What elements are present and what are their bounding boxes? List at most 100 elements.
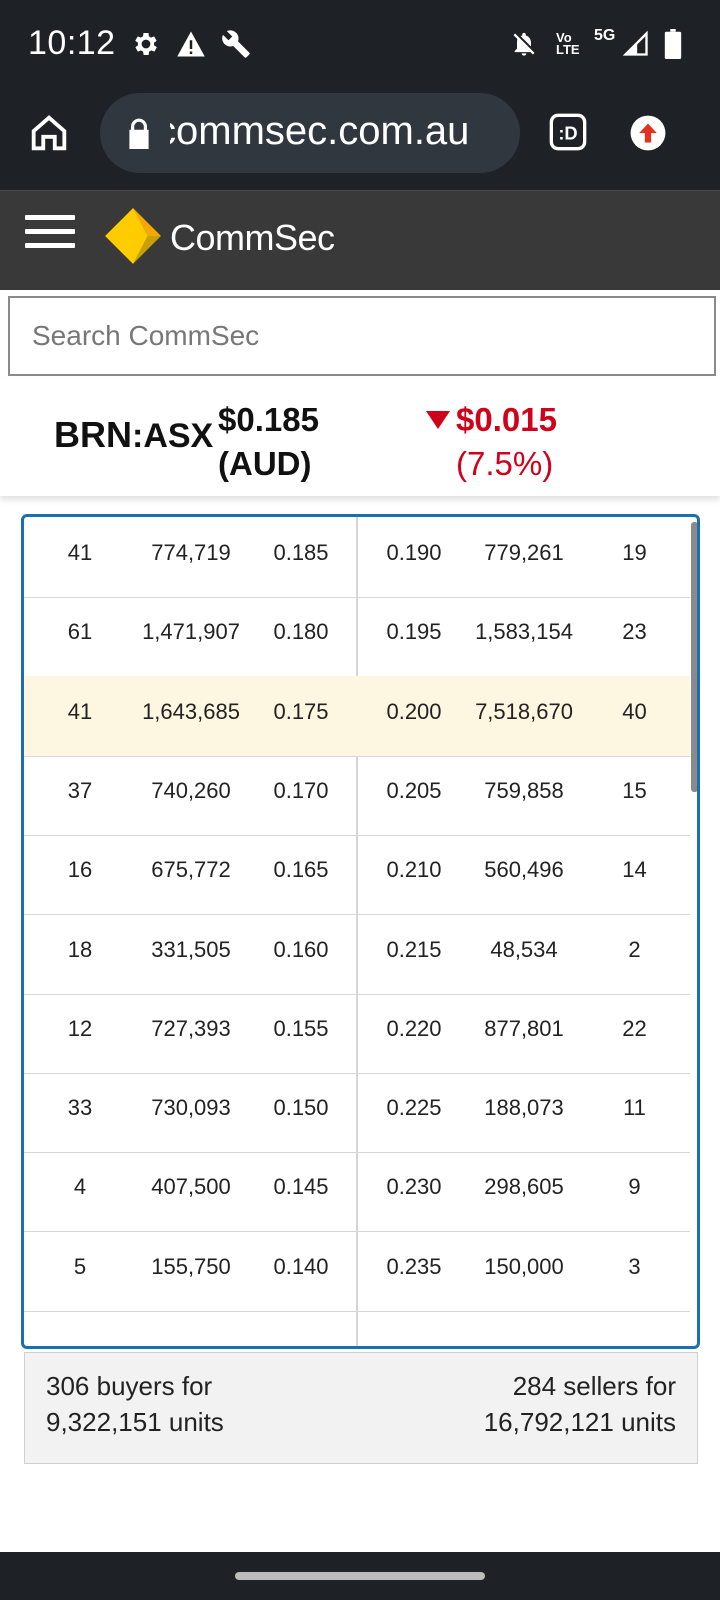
buyers-units: 9,322,151 units — [46, 1407, 224, 1437]
bid-price: 0.140 — [273, 1253, 329, 1279]
sell-volume: 48,534 — [490, 936, 558, 962]
update-icon[interactable] — [629, 114, 667, 152]
ticker-symbol: BRN:ASX — [54, 414, 213, 456]
bid-price: 0.170 — [273, 777, 329, 803]
ask-price: 0.215 — [386, 936, 442, 962]
sell-volume: 877,801 — [484, 1015, 564, 1041]
buyer-count: 37 — [67, 777, 93, 803]
status-time: 10:12 — [28, 24, 116, 62]
buyers-count: 306 buyers for — [46, 1371, 213, 1401]
ask-price: 0.195 — [386, 619, 442, 645]
table-scrollbar[interactable] — [691, 522, 697, 792]
ask-price: 0.205 — [386, 777, 442, 803]
ticker-exchange: :ASX — [132, 417, 214, 455]
change-amount: $0.015 — [456, 401, 557, 438]
search-box[interactable] — [8, 296, 716, 376]
ask-price: 0.190 — [386, 540, 442, 565]
sell-volume: 779,261 — [484, 540, 564, 565]
signal-icon — [620, 28, 652, 60]
seller-count: 40 — [622, 698, 647, 724]
seller-count: 23 — [622, 619, 647, 645]
home-gesture-handle[interactable] — [235, 1572, 485, 1580]
browser-toolbar: commsec.com.au :D — [0, 90, 720, 190]
gear-icon — [130, 28, 162, 60]
bid-price: 0.145 — [273, 1174, 329, 1200]
svg-text::D: :D — [558, 123, 577, 144]
tab-switcher-icon[interactable]: :D — [548, 112, 588, 152]
buy-volume: 155,750 — [151, 1253, 231, 1279]
buyer-count: 4 — [73, 1174, 87, 1200]
depth-row: 33 730,093 0.150 0.225 188,073 11 — [24, 1072, 690, 1154]
bid-price: 0.150 — [273, 1095, 329, 1121]
bid-price: 0.155 — [273, 1015, 329, 1041]
wrench-icon — [220, 28, 252, 60]
depth-row: 18 331,505 0.160 0.215 48,534 2 — [24, 914, 690, 995]
buy-volume: 1,471,907 — [142, 619, 240, 645]
seller-count: 11 — [623, 1095, 646, 1121]
sell-volume: 560,496 — [484, 857, 564, 883]
volte-icon: Vo LTE — [556, 31, 580, 57]
seller-count: 3 — [628, 1253, 641, 1279]
address-bar[interactable]: commsec.com.au — [100, 93, 520, 173]
commsec-logo[interactable] — [102, 205, 164, 267]
sellers-summary: 284 sellers for 16,792,121 units — [484, 1368, 676, 1440]
bid-price: 0.185 — [273, 540, 329, 565]
column-divider — [356, 517, 358, 1346]
status-bar: 10:12 Vo LTE 5G — [0, 0, 720, 90]
menu-icon[interactable] — [25, 215, 75, 249]
buyers-summary: 306 buyers for 9,322,151 units — [46, 1368, 224, 1440]
quote-header: BRN:ASX $0.185 (AUD) $0.015 (7.5%) — [0, 378, 720, 496]
seller-count: 9 — [628, 1174, 641, 1200]
home-icon[interactable] — [26, 110, 72, 156]
bid-price: 0.165 — [273, 857, 329, 883]
depth-row: 4 407,500 0.145 0.230 298,605 9 — [24, 1151, 690, 1233]
depth-row: 37 740,260 0.170 0.205 759,858 15 — [24, 755, 690, 836]
last-price: $0.185 (AUD) — [218, 398, 319, 486]
sell-volume: 150,000 — [484, 1253, 564, 1279]
sellers-count: 284 sellers for — [512, 1371, 676, 1401]
url-value: commsec.com.au — [170, 109, 470, 153]
notifications-off-icon — [508, 28, 540, 60]
sell-volume: 188,073 — [484, 1095, 564, 1121]
price-change: $0.015 (7.5%) — [426, 398, 557, 486]
buy-volume: 331,505 — [151, 936, 231, 962]
buyer-count: 33 — [67, 1095, 93, 1121]
seller-count: 22 — [622, 1015, 647, 1041]
buy-volume: 740,260 — [151, 777, 231, 803]
site-header: CommSec — [0, 190, 720, 290]
seller-count: 14 — [622, 857, 647, 883]
volte-bottom-label: LTE — [556, 42, 580, 57]
5g-icon: 5G — [594, 27, 616, 44]
depth-summary: 306 buyers for 9,322,151 units 284 selle… — [24, 1352, 698, 1464]
buy-volume: 730,093 — [151, 1095, 231, 1121]
price-currency: (AUD) — [218, 445, 312, 482]
brand-name[interactable]: CommSec — [170, 217, 335, 258]
seller-count: 15 — [622, 777, 647, 803]
buy-volume: 1,643,685 — [142, 698, 240, 724]
buy-volume: 407,500 — [151, 1174, 231, 1200]
sell-volume: 7,518,670 — [475, 698, 573, 724]
ask-price: 0.210 — [386, 857, 442, 883]
url-text: commsec.com.au — [170, 109, 510, 154]
search-input[interactable] — [10, 298, 714, 374]
buyer-count: 41 — [67, 698, 93, 724]
sell-volume: 298,605 — [484, 1174, 564, 1200]
seller-count: 2 — [628, 936, 641, 962]
depth-row: 61 1,471,907 0.180 0.195 1,583,154 23 — [24, 596, 690, 678]
market-depth-table[interactable]: 41 774,719 0.185 0.190 779,261 19 61 1,471,907 0… — [21, 514, 700, 1349]
buyer-count: 61 — [67, 619, 93, 645]
bid-price: 0.175 — [273, 698, 329, 724]
buy-volume: 774,719 — [151, 540, 231, 565]
ask-price: 0.225 — [386, 1095, 442, 1121]
sell-volume: 1,583,154 — [475, 619, 573, 645]
change-percent: (7.5%) — [456, 445, 554, 482]
sellers-units: 16,792,121 units — [483, 1407, 676, 1437]
depth-row: 12 727,393 0.155 0.220 877,801 22 — [24, 993, 690, 1074]
battery-icon — [657, 28, 689, 60]
price-value: $0.185 — [218, 401, 319, 438]
sell-volume: 759,858 — [484, 777, 564, 803]
warning-icon — [175, 28, 207, 60]
depth-row: 16 675,772 0.165 0.210 560,496 14 — [24, 834, 690, 916]
bid-price: 0.180 — [273, 619, 329, 645]
buyer-count: 5 — [73, 1253, 87, 1279]
